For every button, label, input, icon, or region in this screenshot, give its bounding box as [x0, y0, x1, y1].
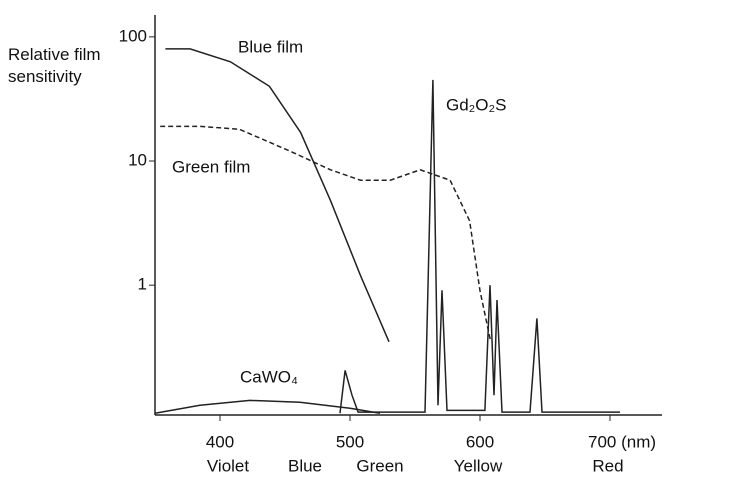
series-label: Green film: [172, 157, 250, 176]
y-tick-label: 100: [119, 26, 147, 45]
band-label: Red: [592, 456, 623, 475]
y-axis-label: Relative film sensitivity: [8, 45, 101, 86]
series-line: [339, 79, 620, 414]
y-tick-label: 1: [138, 275, 147, 294]
series-label: Gd₂O₂S: [446, 95, 506, 114]
band-label: Yellow: [454, 456, 503, 475]
x-tick-label: 700 (nm): [588, 432, 656, 451]
x-tick-label: 400: [206, 432, 234, 451]
series-line: [154, 399, 381, 414]
x-tick-label: 600: [466, 432, 494, 451]
x-tick-label: 500: [336, 432, 364, 451]
band-label: Blue: [288, 456, 322, 475]
band-label: Violet: [207, 456, 249, 475]
series-label: Blue film: [238, 37, 303, 56]
y-tick-label: 10: [128, 150, 147, 169]
band-label: Green: [356, 456, 403, 475]
series-label: CaWO₄: [240, 367, 298, 386]
series-line: [160, 125, 492, 341]
series-line: [165, 48, 390, 343]
